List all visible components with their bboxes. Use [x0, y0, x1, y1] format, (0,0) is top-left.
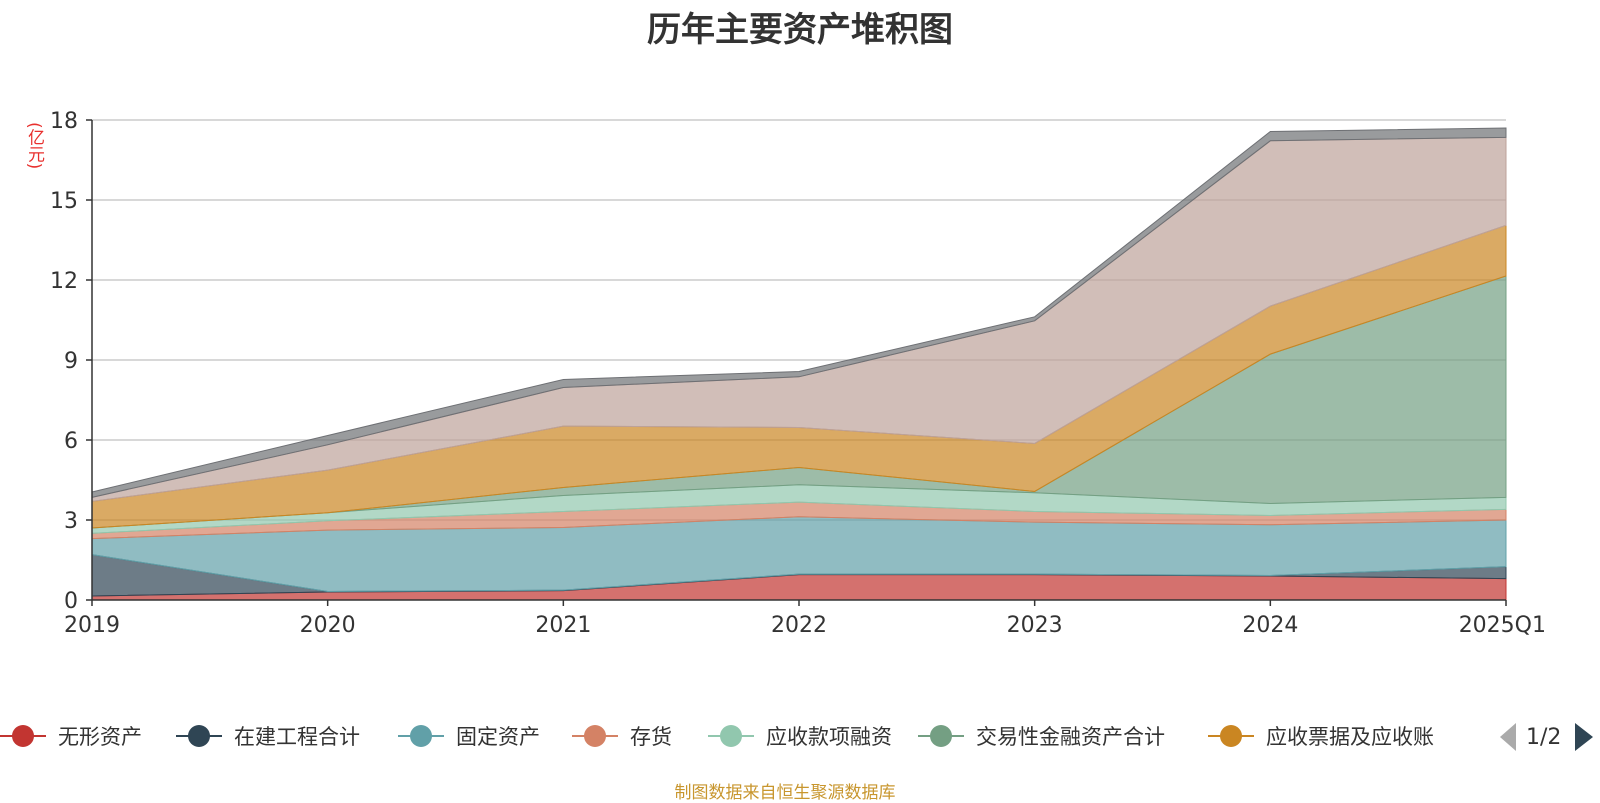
- legend-label: 应收票据及应收账: [1266, 725, 1434, 749]
- axes: 0 3 6 9 12 15 18 2019 2020 2021 2022 2023 2024 2025Q1: [50, 109, 1546, 638]
- area-series-group: [91, 127, 1507, 601]
- legend-marker-icon: [572, 724, 618, 748]
- legend-next-page-icon[interactable]: [1575, 723, 1594, 751]
- legend-item[interactable]: 固定资产: [398, 716, 540, 756]
- y-tick-label: 15: [50, 189, 78, 214]
- legend-marker-icon: [398, 724, 444, 748]
- stacked-area-chart: 0 3 6 9 12 15 18 2019 2020 2021 2022 2023 2024 2025Q1: [50, 109, 1546, 638]
- legend-label: 固定资产: [456, 725, 540, 749]
- legend-marker-icon: [918, 724, 964, 748]
- x-tick-label: 2024: [1242, 613, 1298, 638]
- y-tick-label: 0: [64, 589, 78, 614]
- x-tick-label: 2019: [64, 613, 120, 638]
- legend-label: 存货: [630, 725, 672, 749]
- legend-marker-icon: [0, 724, 46, 748]
- legend-label: 在建工程合计: [234, 725, 360, 749]
- x-tick-label: 2021: [535, 613, 591, 638]
- legend-pager: 1/2: [1500, 720, 1594, 754]
- x-tick-label: 2020: [300, 613, 356, 638]
- y-tick-label: 3: [64, 509, 78, 534]
- y-tick-label: 18: [50, 109, 78, 134]
- chart-title: 历年主要资产堆积图: [647, 10, 953, 50]
- legend-marker-icon: [1208, 724, 1254, 748]
- legend-label: 应收款项融资: [766, 725, 892, 749]
- legend-item[interactable]: 交易性金融资产合计: [918, 716, 1165, 756]
- legend-page-indicator: 1/2: [1526, 724, 1562, 750]
- legend-label: 无形资产: [58, 725, 142, 749]
- y-tick-label: 9: [64, 349, 78, 374]
- legend-item[interactable]: 存货: [572, 716, 672, 756]
- source-note: 制图数据来自恒生聚源数据库: [674, 783, 896, 803]
- legend-prev-page-icon[interactable]: [1500, 723, 1516, 751]
- legend-item[interactable]: 无形资产: [0, 716, 142, 756]
- legend-marker-icon: [176, 724, 222, 748]
- y-tick-label: 6: [64, 429, 78, 454]
- y-tick-label: 12: [50, 269, 78, 294]
- legend-item[interactable]: 在建工程合计: [176, 716, 360, 756]
- x-tick-label: 2025Q1: [1459, 613, 1546, 638]
- legend-item[interactable]: 应收票据及应收账: [1208, 716, 1434, 756]
- legend-label: 交易性金融资产合计: [976, 725, 1165, 749]
- legend-marker-icon: [708, 724, 754, 748]
- x-tick-label: 2023: [1007, 613, 1063, 638]
- x-tick-label: 2022: [771, 613, 827, 638]
- area-series-8: [91, 127, 1507, 498]
- legend-item[interactable]: 应收款项融资: [708, 716, 892, 756]
- legend: 无形资产 在建工程合计 固定资产 存货 应收款项融资 交易性金融资产合计 应收票据及应收账: [0, 716, 1600, 756]
- y-axis-unit-label: (亿元): [24, 122, 44, 170]
